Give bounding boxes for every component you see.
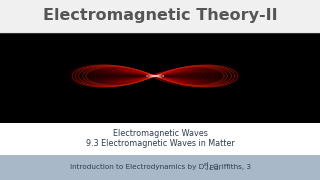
FancyBboxPatch shape <box>0 0 320 33</box>
FancyBboxPatch shape <box>0 33 320 123</box>
Text: Electromagnetic Waves: Electromagnetic Waves <box>113 129 207 138</box>
Text: Introduction to Electrodynamics by D.J. Griffiths, 3: Introduction to Electrodynamics by D.J. … <box>69 165 251 170</box>
Text: Electromagnetic Theory-II: Electromagnetic Theory-II <box>43 8 277 23</box>
Text: rd: rd <box>204 162 209 167</box>
Text: Ed.: Ed. <box>207 165 221 170</box>
FancyBboxPatch shape <box>0 123 320 155</box>
Text: 9.3 Electromagnetic Waves in Matter: 9.3 Electromagnetic Waves in Matter <box>86 140 234 148</box>
FancyBboxPatch shape <box>0 155 320 180</box>
